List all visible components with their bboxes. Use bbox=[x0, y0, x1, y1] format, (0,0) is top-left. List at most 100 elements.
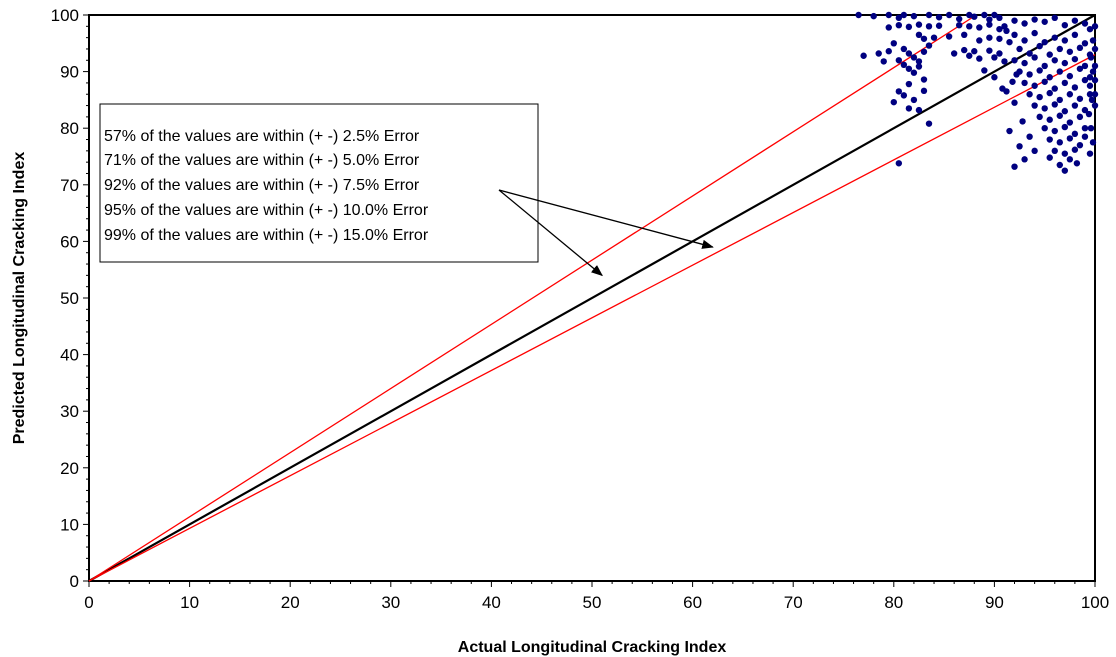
data-point bbox=[915, 63, 923, 70]
data-point bbox=[981, 67, 988, 74]
annotation-line-3: 92% of the values are within (+ -) 7.5% … bbox=[104, 177, 420, 194]
data-point bbox=[1086, 82, 1094, 89]
data-point bbox=[1076, 113, 1084, 121]
x-axis-title: Actual Longitudinal Cracking Index bbox=[458, 639, 727, 656]
data-point bbox=[910, 96, 918, 104]
data-point bbox=[1026, 91, 1033, 98]
data-point bbox=[1086, 150, 1094, 157]
x-tick-label: 90 bbox=[985, 593, 1004, 612]
data-point bbox=[1081, 133, 1089, 140]
data-point bbox=[895, 21, 903, 29]
data-point bbox=[1046, 89, 1053, 97]
reference-lines bbox=[88, 14, 1096, 582]
data-point bbox=[1021, 156, 1028, 163]
data-point bbox=[955, 21, 963, 29]
data-point bbox=[1081, 125, 1089, 132]
data-point bbox=[910, 69, 918, 76]
data-point bbox=[1066, 48, 1074, 55]
data-point bbox=[895, 88, 903, 95]
data-point bbox=[1061, 79, 1069, 87]
data-point bbox=[961, 31, 968, 39]
data-point bbox=[1061, 150, 1069, 157]
data-point bbox=[1036, 113, 1043, 121]
annotation-arrow bbox=[498, 189, 714, 249]
data-point bbox=[966, 11, 973, 19]
annotation-arrow bbox=[498, 189, 603, 277]
data-point bbox=[1076, 95, 1084, 102]
data-point bbox=[1051, 101, 1058, 108]
data-point bbox=[966, 23, 973, 30]
data-point bbox=[860, 52, 867, 59]
lower-error-bound-line bbox=[88, 54, 1096, 582]
data-point bbox=[1071, 130, 1079, 138]
data-point bbox=[1071, 84, 1079, 91]
data-point bbox=[976, 24, 983, 31]
data-point bbox=[1087, 125, 1095, 132]
data-point bbox=[1041, 62, 1048, 70]
data-point bbox=[1071, 31, 1079, 39]
data-point bbox=[1061, 59, 1069, 67]
data-point bbox=[1026, 50, 1033, 57]
data-point bbox=[915, 106, 923, 114]
data-point bbox=[1066, 119, 1074, 126]
y-tick-label: 30 bbox=[60, 402, 79, 421]
data-point bbox=[996, 25, 1003, 33]
data-point bbox=[1046, 51, 1053, 58]
x-tick-label: 30 bbox=[381, 593, 400, 612]
data-point bbox=[1021, 37, 1028, 44]
data-point bbox=[1011, 99, 1018, 106]
data-point bbox=[1071, 17, 1079, 24]
annotation-arrows bbox=[498, 189, 714, 277]
data-point bbox=[991, 74, 998, 81]
data-point bbox=[1091, 76, 1099, 84]
data-point bbox=[1056, 161, 1063, 169]
data-point bbox=[976, 37, 983, 44]
data-point bbox=[1041, 78, 1048, 85]
data-point bbox=[890, 98, 897, 106]
data-point bbox=[925, 42, 933, 49]
data-point bbox=[920, 48, 928, 55]
data-point bbox=[971, 13, 978, 20]
data-point bbox=[1019, 118, 1026, 125]
data-point bbox=[1061, 108, 1069, 115]
data-point bbox=[1011, 57, 1018, 64]
data-point bbox=[885, 24, 892, 31]
y-tick-label: 50 bbox=[60, 289, 79, 308]
data-point bbox=[1031, 102, 1038, 109]
data-point bbox=[1006, 38, 1013, 46]
data-point bbox=[1006, 127, 1013, 135]
data-point bbox=[915, 21, 923, 28]
data-point bbox=[986, 16, 993, 23]
data-point bbox=[1085, 110, 1093, 118]
data-point bbox=[1011, 17, 1018, 24]
data-point bbox=[1046, 136, 1053, 143]
data-point bbox=[905, 23, 913, 31]
data-point bbox=[1076, 141, 1084, 149]
data-point bbox=[1061, 167, 1069, 174]
data-point bbox=[1031, 54, 1038, 61]
data-point bbox=[999, 85, 1006, 92]
data-point bbox=[1087, 54, 1095, 61]
data-point bbox=[1091, 91, 1099, 98]
data-point bbox=[971, 48, 978, 55]
data-point bbox=[910, 12, 918, 20]
upper-error-bound-line bbox=[88, 14, 977, 582]
data-point bbox=[1031, 29, 1038, 37]
data-point bbox=[890, 40, 897, 47]
data-point bbox=[900, 11, 908, 19]
y-tick-label: 70 bbox=[60, 176, 79, 195]
data-point bbox=[1051, 147, 1058, 155]
data-point bbox=[981, 11, 988, 19]
data-point bbox=[900, 45, 908, 53]
data-point bbox=[1013, 71, 1020, 78]
data-point bbox=[1061, 21, 1069, 29]
data-point bbox=[900, 61, 908, 69]
x-tick-label: 60 bbox=[683, 593, 702, 612]
x-tick-label: 10 bbox=[180, 593, 199, 612]
data-point bbox=[1066, 156, 1074, 163]
data-point bbox=[1081, 106, 1089, 114]
data-point bbox=[885, 11, 892, 19]
x-tick-label: 20 bbox=[281, 593, 300, 612]
y-tick-label: 100 bbox=[51, 6, 79, 25]
data-point bbox=[1091, 23, 1099, 30]
